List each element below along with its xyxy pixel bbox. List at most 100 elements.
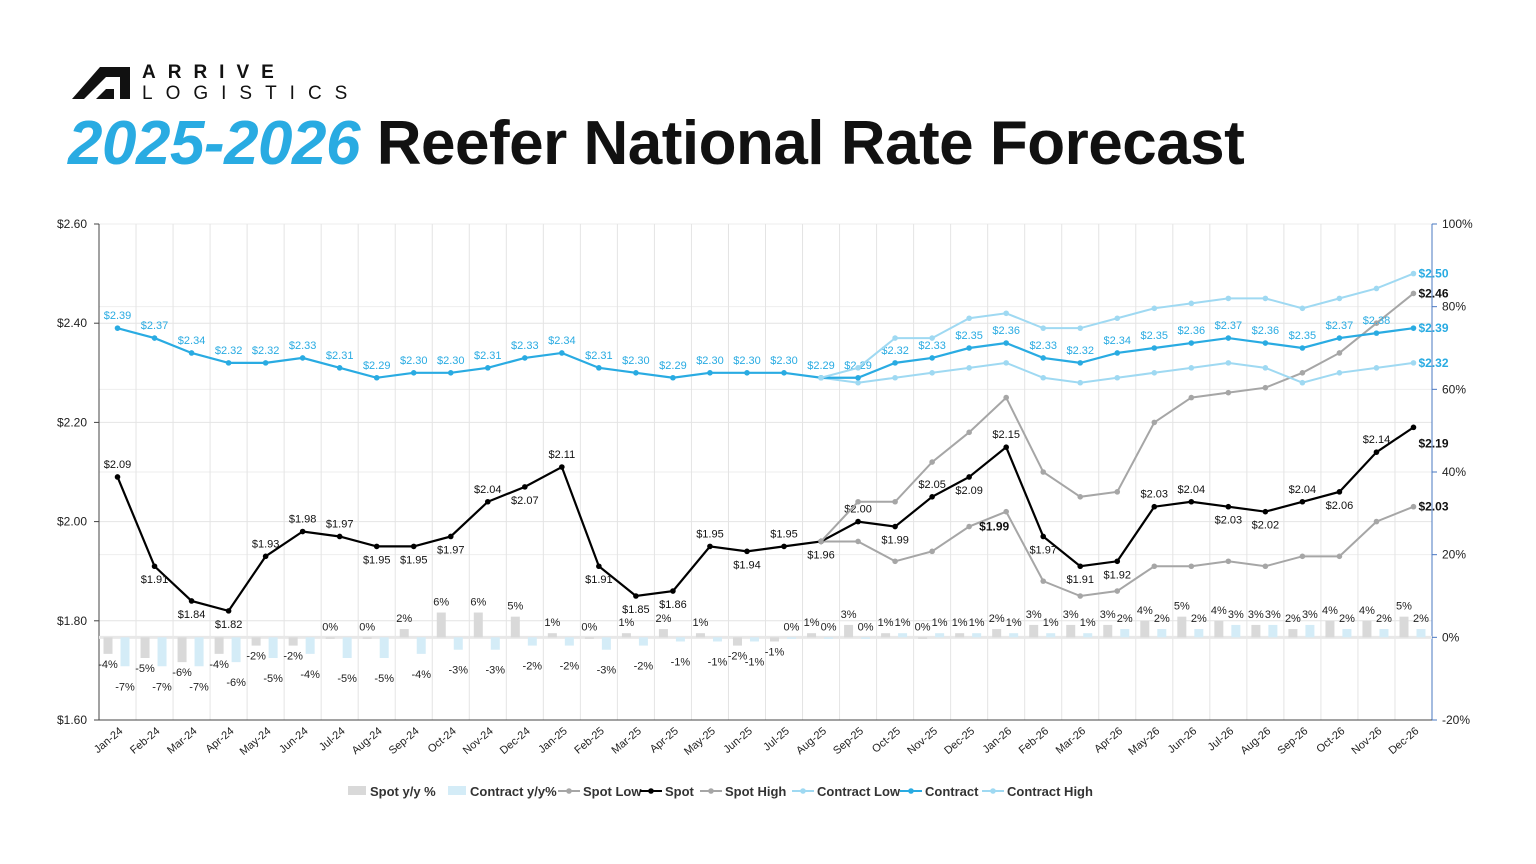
data-label: $2.33 — [511, 340, 539, 352]
data-point — [1373, 518, 1380, 525]
data-point — [966, 345, 972, 351]
data-point — [596, 563, 602, 570]
legend-label: Spot — [665, 784, 695, 799]
data-point — [522, 484, 528, 490]
bar-label: 2% — [1117, 613, 1133, 625]
x-tick-label: Feb-26 — [1017, 725, 1051, 757]
data-label: $2.30 — [770, 355, 798, 367]
data-label: $2.11 — [548, 449, 575, 461]
data-point — [1373, 330, 1380, 336]
data-label: $1.91 — [1066, 574, 1094, 586]
bar-contract-yy — [601, 637, 611, 650]
data-label: $1.85 — [622, 604, 650, 616]
data-label: $2.06 — [1326, 500, 1354, 512]
bar-contract-yy — [1305, 624, 1315, 638]
data-point — [1299, 370, 1306, 376]
data-point — [855, 374, 861, 381]
bar-spot-yy — [399, 629, 409, 638]
data-point — [1114, 558, 1121, 565]
x-tick-label: Feb-25 — [572, 725, 606, 757]
data-point — [892, 374, 898, 381]
data-point — [336, 365, 343, 371]
bar-label: -5% — [263, 673, 283, 685]
data-point — [262, 360, 269, 366]
bar-label: 2% — [1376, 613, 1392, 625]
bar-label: 1% — [804, 617, 820, 629]
data-label: $1.95 — [363, 554, 391, 566]
data-label: $2.33 — [918, 340, 946, 352]
data-label: $2.29 — [807, 360, 835, 372]
data-point — [1225, 389, 1232, 396]
x-tick-label: Mar-24 — [165, 725, 199, 757]
data-label: $2.04 — [474, 484, 502, 496]
data-point — [929, 355, 935, 361]
data-point — [966, 315, 972, 322]
bar-contract-yy — [1416, 629, 1426, 638]
data-point — [225, 360, 232, 366]
data-point — [1151, 563, 1158, 570]
data-point — [1373, 285, 1380, 292]
x-tick-label: Dec-25 — [942, 725, 977, 757]
data-label: $1.84 — [178, 609, 206, 621]
bar-label: 0% — [821, 621, 837, 633]
data-point — [1336, 295, 1343, 302]
legend-marker — [566, 788, 572, 794]
data-label: $1.91 — [141, 574, 169, 586]
x-tick-label: Mar-26 — [1054, 725, 1088, 757]
data-label: $2.29 — [659, 360, 687, 372]
data-point — [1262, 295, 1269, 302]
data-label: $2.36 — [992, 325, 1020, 337]
data-label: $2.35 — [955, 330, 983, 342]
y-right-tick-label: 20% — [1442, 548, 1466, 562]
bar-spot-yy — [436, 612, 446, 638]
data-point — [1188, 563, 1195, 570]
data-point — [966, 365, 972, 371]
y-right-tick-label: -20% — [1442, 713, 1470, 727]
bar-spot-yy — [992, 629, 1002, 638]
bar-spot-yy — [881, 633, 891, 638]
data-point — [1410, 503, 1417, 510]
data-point — [855, 365, 861, 371]
series-line-spot-high — [820, 292, 1415, 543]
end-label: $2.03 — [1418, 500, 1448, 514]
data-label: $1.96 — [807, 549, 835, 561]
bar-label: 1% — [618, 617, 634, 629]
bar-contract-yy — [935, 633, 945, 638]
bar-label: 1% — [693, 617, 709, 629]
data-point — [447, 533, 454, 540]
data-label: $2.34 — [1103, 335, 1131, 347]
bar-contract-yy — [157, 637, 167, 667]
bar-label: -6% — [226, 677, 246, 689]
bar-contract-yy — [564, 637, 574, 646]
data-point — [1003, 360, 1009, 366]
bar-label: 1% — [1006, 617, 1022, 629]
y-right-tick-label: 0% — [1442, 630, 1460, 644]
bar-spot-yy — [918, 637, 928, 639]
bar-label: 1% — [895, 617, 911, 629]
data-label: $1.95 — [400, 554, 428, 566]
legend-marker — [990, 788, 996, 794]
data-label: $2.31 — [474, 350, 502, 362]
data-point — [1114, 588, 1121, 594]
bar-label: 3% — [1026, 609, 1042, 621]
bar-label: -5% — [337, 673, 357, 685]
bar-label: -2% — [560, 661, 580, 673]
bar-label: -2% — [728, 651, 748, 663]
bar-label: 1% — [1043, 617, 1059, 629]
bar-contract-yy — [1046, 633, 1056, 638]
bar-label: -4% — [411, 669, 431, 681]
data-point — [1040, 469, 1047, 475]
data-point — [855, 379, 861, 386]
bar-spot-yy — [658, 629, 668, 638]
x-tick-label: Jul-26 — [1206, 725, 1237, 753]
bar-spot-yy — [510, 616, 520, 638]
data-point — [1262, 384, 1269, 391]
data-point — [1077, 360, 1084, 366]
data-label: $1.98 — [289, 514, 317, 526]
data-point — [781, 370, 787, 376]
annotation-label: $1.99 — [979, 520, 1009, 534]
data-point — [1040, 355, 1047, 361]
bar-contract-yy — [1342, 629, 1352, 638]
x-tick-label: Aug-24 — [350, 725, 385, 757]
